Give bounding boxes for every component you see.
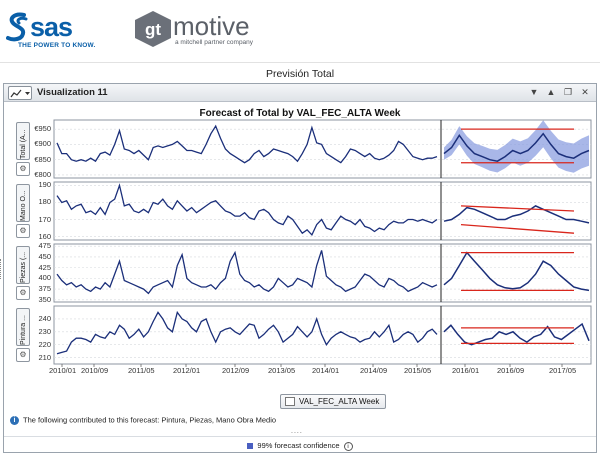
legend-swatch: [247, 443, 254, 450]
y-tick-label: €850: [34, 154, 51, 164]
forecast-chart: [53, 119, 592, 367]
x-tick-label: 2010/09: [81, 366, 109, 375]
line-chart-icon: [10, 89, 30, 98]
panel-frame: [53, 181, 592, 241]
y-tick-label: 240: [38, 313, 51, 323]
contributors-note: i The following contributed to this forec…: [10, 415, 276, 425]
chart-legend: 99% forecast confidence i: [4, 436, 596, 452]
panel-options-icon[interactable]: ⚙: [16, 162, 30, 176]
x-tick-label: 2012/09: [222, 366, 250, 375]
x-tick-label: 2017/05: [549, 366, 577, 375]
panel-options-icon[interactable]: ⚙: [16, 286, 30, 300]
x-tick-label: 2015/05: [404, 366, 432, 375]
panel-measure-label: Pintura ...: [20, 315, 27, 345]
panel-measure-label: Mano O...: [20, 190, 27, 221]
sas-tagline: THE POWER TO KNOW.: [18, 42, 96, 49]
x-tick-label: 2014/01: [312, 366, 340, 375]
info-icon: i: [10, 415, 19, 425]
x-tick-label: 2016/01: [452, 366, 480, 375]
y-tick-label: 160: [38, 231, 51, 241]
y-tick-label: 190: [38, 180, 51, 190]
confidence-band: [444, 120, 589, 173]
visualization-title: Visualization 11: [37, 87, 108, 98]
history-line: [56, 124, 438, 164]
y-tick-label: 230: [38, 326, 51, 336]
chart-title: Forecast of Total by VAL_FEC_ALTA Week: [199, 108, 401, 119]
gt-hexagon-icon: gt: [135, 11, 171, 47]
history-line: [56, 250, 438, 295]
contributors-text: The following contributed to this foreca…: [23, 415, 277, 425]
y-tick-label: 170: [38, 214, 51, 224]
legend-label: 99% forecast confidence: [257, 441, 340, 450]
help-icon[interactable]: i: [343, 441, 353, 451]
sas-wordmark: sas: [30, 12, 73, 42]
gt-wordmark: motive: [173, 11, 250, 41]
x-axis-role-label: VAL_FEC_ALTA Week: [299, 397, 380, 406]
filter-menu-icon[interactable]: ▼: [529, 87, 539, 97]
trend-line: [460, 205, 575, 212]
panel-measure-handle[interactable]: Total (A...: [16, 122, 30, 160]
visualization-header: Visualization 11 ▼ ▲ ❐ ✕: [4, 84, 596, 102]
gt-subtitle: a mitchell partner company: [175, 39, 254, 46]
panel-resize-grip[interactable]: [0, 259, 3, 279]
chart-type-button[interactable]: [8, 86, 32, 100]
restore-icon[interactable]: ❐: [563, 87, 573, 97]
panel-measure-handle[interactable]: Piezas (...: [16, 246, 30, 284]
y-tick-label: 425: [38, 262, 51, 272]
panel-measure-label: Piezas (...: [20, 251, 27, 283]
forecast-line: [443, 251, 590, 292]
history-line: [56, 183, 438, 237]
gt-motive-logo: gt motive a mitchell partner company: [133, 8, 283, 52]
y-tick-label: 350: [38, 294, 51, 304]
close-icon[interactable]: ✕: [581, 87, 589, 97]
chevron-down-icon: [25, 92, 30, 95]
y-tick-label: 475: [38, 241, 51, 251]
sas-logo: sas THE POWER TO KNOW.: [6, 10, 116, 52]
sas-s-swoosh-icon: [6, 12, 28, 42]
panel-measure-label: Total (A...: [20, 129, 27, 159]
y-tick-label: 210: [38, 352, 51, 362]
x-axis-role-button[interactable]: VAL_FEC_ALTA Week: [280, 394, 387, 409]
y-tick-label: €900: [34, 139, 51, 149]
x-tick-label: 2011/05: [128, 366, 155, 375]
y-tick-label: 375: [38, 284, 51, 294]
panel-measure-handle[interactable]: Pintura ...: [16, 308, 30, 346]
x-tick-label: 2014/09: [360, 366, 388, 375]
x-tick-label: 2013/05: [268, 366, 296, 375]
window-controls: ▼ ▲ ❐ ✕: [529, 87, 590, 99]
visualization-panel: Visualization 11 ▼ ▲ ❐ ✕ Forecast of Tot…: [0, 83, 597, 453]
forecast-line: [443, 205, 590, 224]
trend-line: [460, 223, 575, 234]
x-tick-label: 2016/09: [497, 366, 525, 375]
calendar-icon: [285, 397, 295, 406]
x-tick-label: 2010/01: [49, 366, 77, 375]
collapse-icon[interactable]: ▲: [546, 87, 556, 97]
y-tick-label: 450: [38, 251, 51, 261]
forecast-line: [443, 132, 590, 162]
y-tick-label: 180: [38, 197, 51, 207]
y-tick-label: 400: [38, 273, 51, 283]
x-tick-label: 2012/01: [173, 366, 201, 375]
panel-options-icon[interactable]: ⚙: [16, 348, 30, 362]
y-tick-label: €800: [34, 169, 51, 179]
splitter-handle[interactable]: ....: [291, 428, 303, 435]
y-tick-label: €950: [34, 124, 51, 134]
panel-options-icon[interactable]: ⚙: [16, 224, 30, 238]
panel-measure-handle[interactable]: Mano O...: [16, 184, 30, 222]
page-title: Previsión Total: [0, 62, 600, 82]
y-tick-label: 220: [38, 339, 51, 349]
history-line: [56, 310, 438, 355]
gt-letters: gt: [145, 20, 161, 39]
